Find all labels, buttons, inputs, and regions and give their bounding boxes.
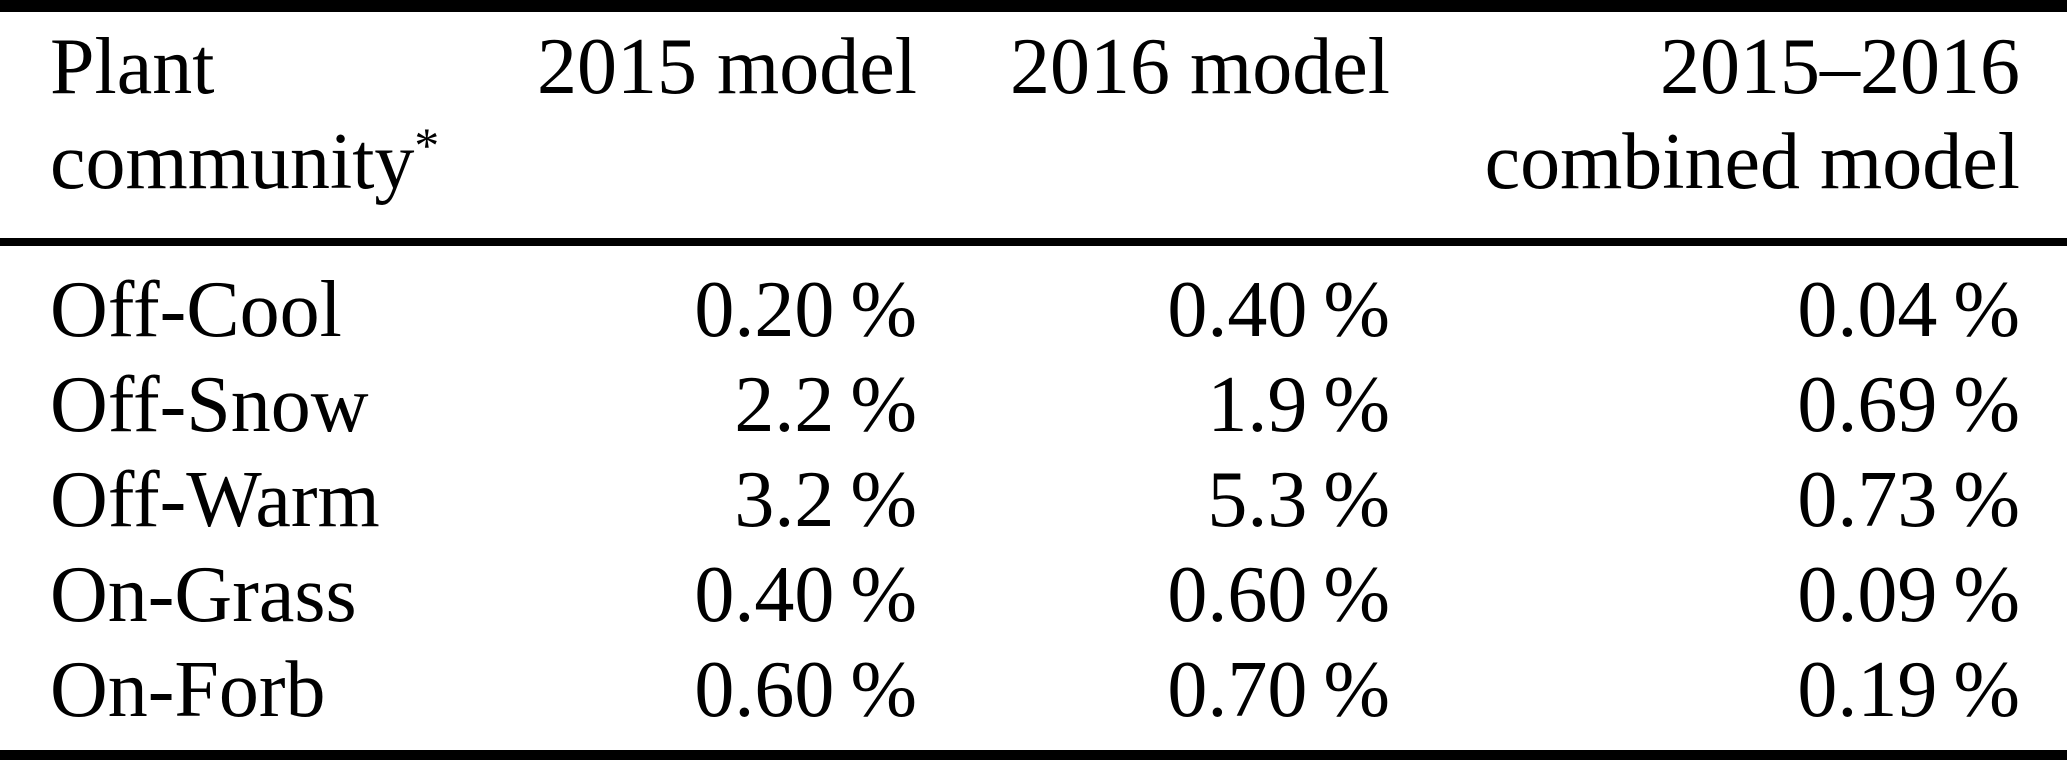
cell-community: Off-Cool: [50, 266, 342, 354]
header-combined-line2: combined model: [1484, 118, 2020, 206]
header-row: Plant community* 2015 model 2016 model 2…: [0, 6, 2067, 242]
cell-combined: 0.09 %: [1797, 551, 2020, 639]
cell-2015-model: 0.20 %: [694, 266, 917, 354]
header-plant-line1: Plant: [50, 23, 215, 111]
cell-2016-model: 5.3 %: [1207, 456, 1390, 544]
table-row-on-forb: On-Forb 0.60 % 0.70 % 0.19 %: [0, 643, 2067, 755]
cell-combined: 0.19 %: [1797, 646, 2020, 734]
cell-community: Off-Warm: [50, 456, 380, 544]
header-combined-line1: 2015–2016: [1660, 23, 2020, 111]
cell-2016-model: 0.70 %: [1167, 646, 1390, 734]
table-row-off-cool: Off-Cool 0.20 % 0.40 % 0.04 %: [0, 242, 2067, 358]
cell-community: On-Forb: [50, 646, 326, 734]
header-community-text: community: [50, 118, 415, 206]
table-header: Plant community* 2015 model 2016 model 2…: [0, 6, 2067, 242]
cell-community: On-Grass: [50, 551, 357, 639]
header-cell-plant-community: Plant community*: [0, 6, 520, 242]
header-plant-line2: community*: [50, 115, 520, 210]
header-cell-2015-model: 2015 model: [537, 23, 917, 111]
cell-2016-model: 0.60 %: [1167, 551, 1390, 639]
cell-2016-model: 1.9 %: [1207, 361, 1390, 449]
cell-2015-model: 0.60 %: [694, 646, 917, 734]
footnote-asterisk: *: [414, 118, 440, 174]
table-row-off-snow: Off-Snow 2.2 % 1.9 % 0.69 %: [0, 358, 2067, 453]
cell-2015-model: 0.40 %: [694, 551, 917, 639]
table-row-off-warm: Off-Warm 3.2 % 5.3 % 0.73 %: [0, 453, 2067, 548]
header-cell-2016-model: 2016 model: [1010, 23, 1390, 111]
header-cell-combined-model: 2015–2016 combined model: [1390, 6, 2067, 242]
table-row-on-grass: On-Grass 0.40 % 0.60 % 0.09 %: [0, 548, 2067, 643]
cell-combined: 0.73 %: [1797, 456, 2020, 544]
cell-combined: 0.04 %: [1797, 266, 2020, 354]
cell-2015-model: 3.2 %: [734, 456, 917, 544]
cell-2015-model: 2.2 %: [734, 361, 917, 449]
table-body: Off-Cool 0.20 % 0.40 % 0.04 % Off-Snow 2…: [0, 242, 2067, 755]
cell-community: Off-Snow: [50, 361, 369, 449]
cell-combined: 0.69 %: [1797, 361, 2020, 449]
cell-2016-model: 0.40 %: [1167, 266, 1390, 354]
